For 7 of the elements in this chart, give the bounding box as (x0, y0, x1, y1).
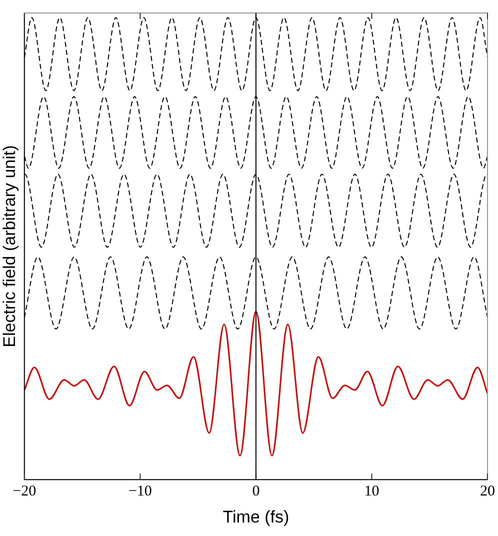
x-axis-title: Time (fs) (222, 507, 290, 526)
x-tick-label: 20 (480, 484, 495, 500)
y-axis-title: Electric field (arbitrary unit) (0, 145, 19, 348)
x-tick-label: −10 (128, 484, 152, 500)
x-tick-label: −20 (12, 484, 36, 500)
x-tick-label: 0 (252, 484, 260, 500)
x-tick-label: 10 (364, 484, 380, 500)
